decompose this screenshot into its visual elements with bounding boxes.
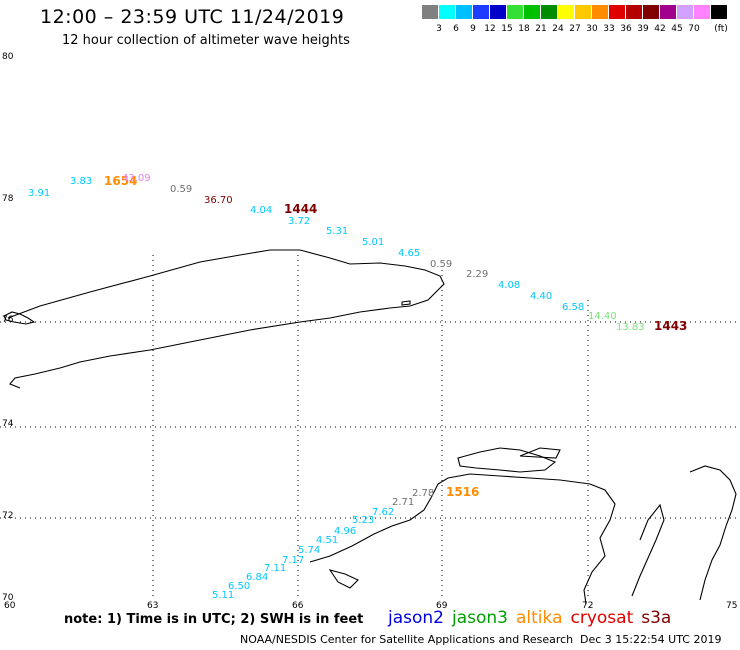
- lon-label: 66: [292, 601, 304, 611]
- wave-height-value: 7.62: [372, 507, 394, 518]
- legend-swatch: [422, 5, 438, 19]
- wave-height-value: 13.83: [616, 322, 645, 333]
- generated-timestamp: Dec 3 15:22:54 UTC 2019: [580, 633, 722, 646]
- satellite-name: cryosat: [570, 608, 634, 628]
- legend-label: 45: [671, 24, 683, 34]
- wave-height-value: 7.17: [282, 555, 304, 566]
- legend-swatch: [592, 5, 608, 19]
- lon-label: 69: [436, 601, 448, 611]
- wave-height-value: 4.08: [498, 280, 520, 291]
- legend-swatch: [626, 5, 642, 19]
- wave-height-value: 4.51: [316, 535, 338, 546]
- wave-height-value: 3.83: [70, 176, 92, 187]
- satellite-name: altika: [516, 608, 563, 628]
- wave-height-value: 0.59: [170, 184, 192, 195]
- legend-swatch: [558, 5, 574, 19]
- legend-swatch: [677, 5, 693, 19]
- lon-label: 60: [4, 601, 16, 611]
- graticule: [0, 255, 740, 600]
- pass-time-label: 1443: [654, 319, 687, 333]
- wave-height-value: 4.04: [250, 205, 272, 216]
- legend-swatch: [711, 5, 727, 19]
- legend-label: 39: [637, 24, 649, 34]
- wave-height-value: 5.01: [362, 237, 384, 248]
- legend-label: 42: [654, 24, 666, 34]
- lat-label: 78: [2, 194, 14, 204]
- satellite-name: jason3: [452, 608, 508, 628]
- lat-label: 80: [2, 52, 14, 62]
- wave-height-value: 6.58: [562, 302, 584, 313]
- wave-height-value: 4.96: [334, 526, 356, 537]
- legend-swatch: [643, 5, 659, 19]
- legend-label: 21: [535, 24, 547, 34]
- coastline-novaya-zemlya: [3, 249, 445, 389]
- wave-height-value: 5.11: [212, 590, 234, 601]
- satellite-name: s3a: [641, 608, 672, 628]
- wave-height-value: 5.74: [298, 545, 320, 556]
- legend-label: 30: [586, 24, 598, 34]
- longitude-labels: 60 63 66 69 72 75: [4, 601, 737, 611]
- latitude-labels: 80 78 76 74 72 70: [2, 52, 14, 603]
- satellite-name: jason2: [388, 608, 444, 628]
- lon-label: 75: [726, 601, 737, 611]
- legend-label: 12: [484, 24, 496, 34]
- pass-time-label: 1516: [446, 485, 479, 499]
- legend-swatch: [456, 5, 472, 19]
- legend-swatch: [609, 5, 625, 19]
- legend-label: 36: [620, 24, 632, 34]
- wave-height-value: 5.23: [352, 515, 374, 526]
- wave-height-value: 3.72: [288, 216, 310, 227]
- legend-swatch: [575, 5, 591, 19]
- legend-swatch: [694, 5, 710, 19]
- satellite-key: jason2 jason3 altika cryosat s3a: [388, 608, 679, 628]
- legend-swatch: [490, 5, 506, 19]
- legend-label: 70: [688, 24, 700, 34]
- wave-height-value: 6.50: [228, 581, 250, 592]
- legend-swatch: [541, 5, 557, 19]
- credit-line: NOAA/NESDIS Center for Satellite Applica…: [240, 633, 574, 646]
- wave-height-value: 2.71: [392, 497, 414, 508]
- legend-unit: (ft): [714, 24, 728, 34]
- legend-swatch: [524, 5, 540, 19]
- footer-note: note: 1) Time is in UTC; 2) SWH is in fe…: [64, 612, 364, 627]
- wave-height-value: 0.59: [430, 259, 452, 270]
- legend-label: 27: [569, 24, 581, 34]
- legend-swatch: [439, 5, 455, 19]
- wave-height-value: 7.11: [264, 563, 286, 574]
- wave-height-value: 43.09: [122, 173, 151, 184]
- legend-label: 24: [552, 24, 564, 34]
- lat-label: 72: [2, 511, 13, 521]
- legend-label: 18: [518, 24, 530, 34]
- wave-height-value: 4.65: [398, 248, 420, 259]
- coastline-mainland: [309, 447, 737, 605]
- wave-height-value: 5.31: [326, 226, 348, 237]
- map-subtitle: 12 hour collection of altimeter wave hei…: [62, 33, 350, 48]
- pass-time-label: 1654: [104, 174, 137, 188]
- lat-label: 70: [2, 593, 14, 603]
- wave-height-value: 2.29: [466, 269, 488, 280]
- legend-label: 33: [603, 24, 615, 34]
- pass-time-label: 1444: [284, 202, 317, 216]
- lon-label: 63: [147, 601, 158, 611]
- legend-swatch: [507, 5, 523, 19]
- wave-height-value: 6.84: [246, 572, 268, 583]
- lon-label: 72: [582, 601, 593, 611]
- legend-swatch: [660, 5, 676, 19]
- wave-height-value: 2.78: [412, 488, 434, 499]
- wave-height-value: 3.91: [28, 188, 50, 199]
- wave-height-value: 36.70: [204, 195, 233, 206]
- legend-label: 15: [501, 24, 513, 34]
- legend-label: 6: [453, 24, 459, 34]
- wave-height-value: 4.40: [530, 291, 552, 302]
- lat-label: 74: [2, 419, 14, 429]
- legend-label: 3: [436, 24, 442, 34]
- legend-label: 9: [470, 24, 476, 34]
- lat-label: 76: [2, 315, 14, 325]
- map-title: 12:00 – 23:59 UTC 11/24/2019: [40, 6, 345, 28]
- legend-swatch: [473, 5, 489, 19]
- wave-height-value: 14.40: [588, 311, 617, 322]
